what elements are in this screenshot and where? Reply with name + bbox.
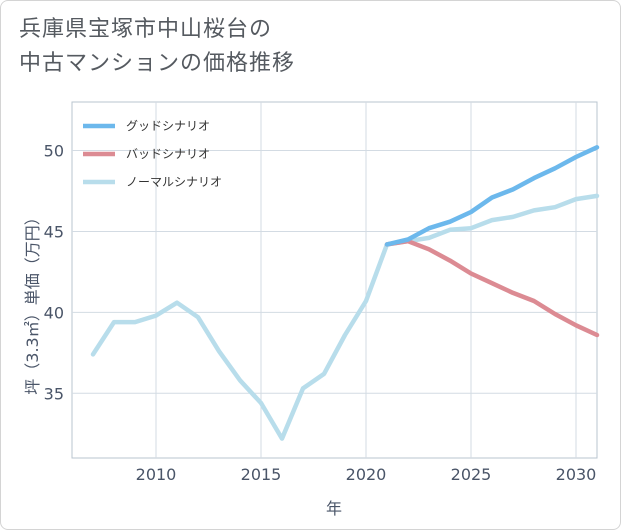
y-tick-label: 45: [44, 222, 64, 241]
legend-label: グッドシナリオ: [126, 119, 210, 133]
series-line: [90, 193, 600, 441]
series-line: [384, 238, 600, 338]
title-line-1: 兵庫県宝塚市中山桜台の: [19, 17, 273, 42]
x-tick-labels: 2010 2015 2020 2025 2030: [136, 465, 597, 484]
series-line: [384, 145, 600, 247]
gridlines: [72, 102, 597, 458]
x-axis-title: 年: [326, 499, 342, 518]
plot-area: [71, 101, 598, 459]
x-tick-label: 2020: [346, 465, 387, 484]
x-tick-label: 2010: [136, 465, 177, 484]
y-tick-labels: 35 40 45 50: [44, 142, 64, 404]
legend-label: バッドシナリオ: [126, 147, 210, 161]
y-tick-label: 50: [44, 142, 64, 161]
y-tick-label: 40: [44, 303, 64, 322]
legend-label: ノーマルシナリオ: [126, 175, 222, 189]
x-tick-label: 2015: [241, 465, 282, 484]
series-group: [90, 145, 600, 441]
x-tick-label: 2030: [556, 465, 597, 484]
y-axis-title: 坪（3.3㎡）単価（万円）: [23, 209, 42, 394]
chart-title: 兵庫県宝塚市中山桜台の 中古マンションの価格推移: [19, 13, 295, 81]
y-tick-label: 35: [44, 384, 64, 403]
x-tick-label: 2025: [451, 465, 492, 484]
title-line-2: 中古マンションの価格推移: [19, 51, 296, 76]
